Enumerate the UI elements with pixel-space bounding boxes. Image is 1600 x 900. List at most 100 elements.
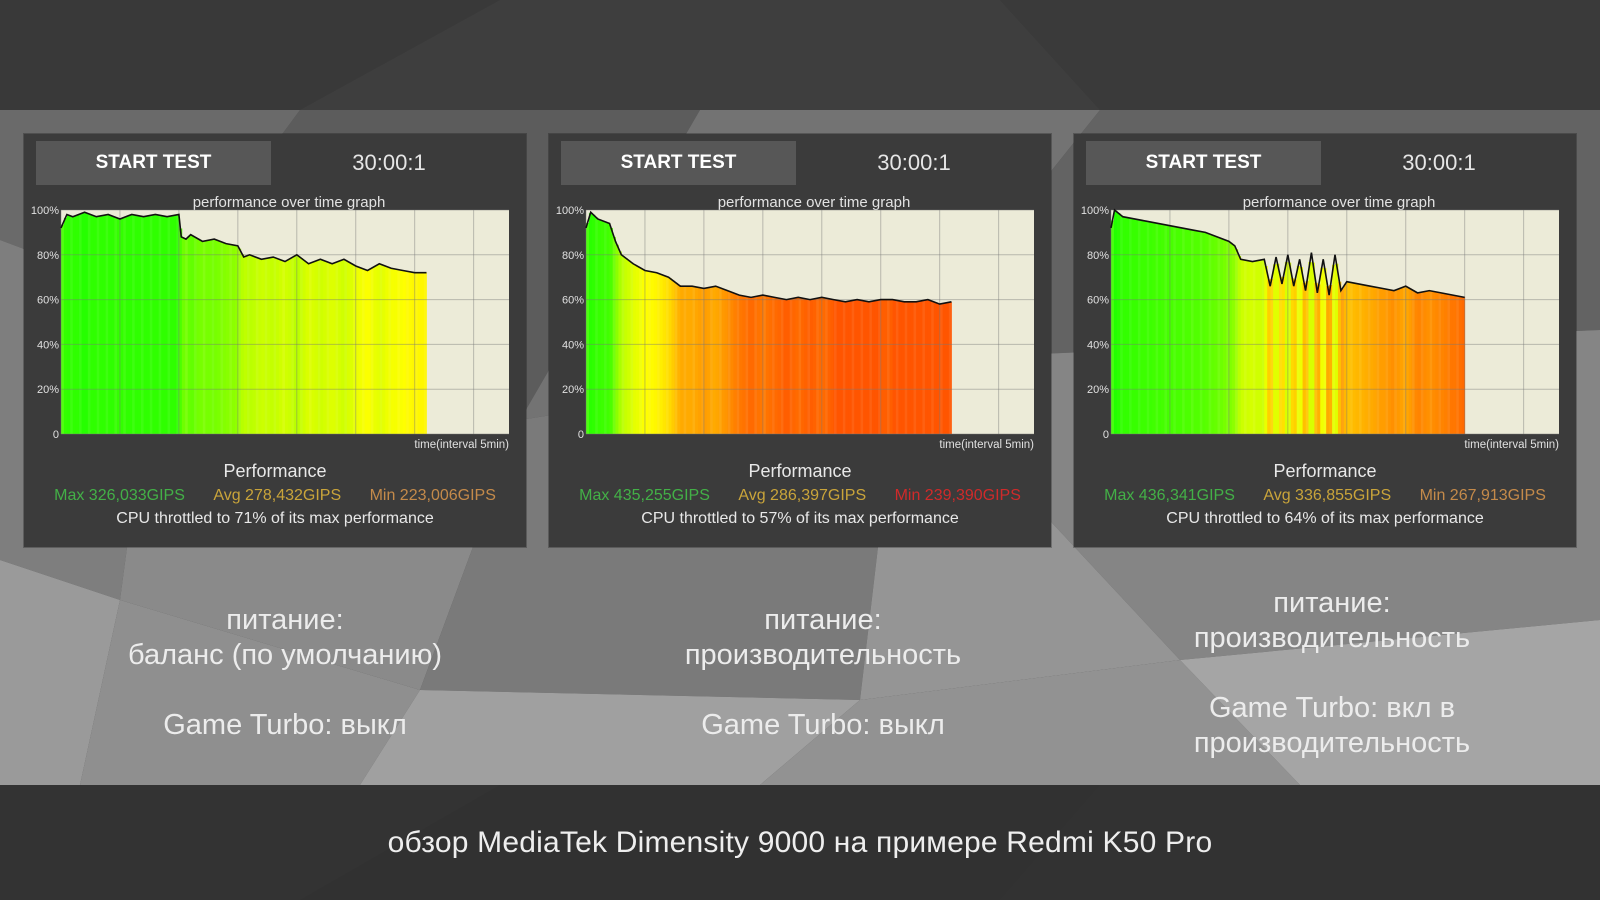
performance-bar	[1349, 282, 1354, 434]
performance-bar	[695, 287, 699, 434]
performance-bar	[1314, 282, 1318, 434]
performance-bar	[730, 292, 734, 434]
performance-bar	[1161, 224, 1165, 434]
performance-bar	[591, 214, 596, 434]
performance-bar	[379, 264, 383, 434]
performance-bar	[777, 298, 781, 434]
performance-bar	[642, 269, 646, 434]
performance-bar	[936, 303, 941, 434]
performance-bar	[615, 244, 619, 434]
performance-bar	[1329, 285, 1333, 434]
performance-bar	[927, 300, 932, 434]
performance-bar	[205, 240, 209, 434]
timer: 30:00:1	[877, 150, 951, 175]
performance-graph: 0 20% 40% 60% 80% 100% time(interval 5min)	[31, 205, 509, 451]
performance-bar	[193, 237, 197, 434]
performance-bar	[285, 260, 289, 434]
caption-line: питание:	[764, 604, 882, 636]
performance-bar	[1438, 292, 1442, 434]
performance-bar	[724, 290, 728, 434]
benchmark-panel-2: START TEST 30:00:1 performance over time…	[549, 134, 1051, 547]
performance-bar	[1414, 292, 1418, 434]
performance-bar	[1408, 288, 1413, 434]
performance-bar	[90, 215, 94, 434]
caption-line: производительность	[1193, 622, 1471, 654]
performance-bar	[1246, 260, 1250, 434]
y-tick-label: 40%	[562, 339, 584, 351]
performance-bar	[594, 217, 599, 434]
performance-bar	[647, 271, 652, 434]
performance-bar	[1234, 249, 1239, 434]
performance-bar	[411, 272, 416, 434]
performance-bar	[874, 300, 879, 434]
performance-bar	[1240, 259, 1245, 434]
start-test-button[interactable]: START TEST	[36, 141, 271, 185]
performance-bar	[320, 259, 324, 434]
y-tick-label: 20%	[562, 384, 584, 396]
performance-bar	[296, 255, 301, 434]
performance-bar	[376, 264, 380, 434]
performance-bar	[196, 238, 200, 434]
performance-bar	[385, 266, 389, 434]
performance-bar	[1335, 263, 1339, 434]
performance-bar	[1352, 283, 1357, 434]
performance-bar	[795, 297, 799, 434]
performance-bar	[815, 298, 820, 434]
performance-bar	[349, 263, 354, 434]
timer: 30:00:1	[352, 150, 426, 175]
performance-bar	[1255, 260, 1259, 434]
performance-bar	[910, 301, 914, 434]
performance-bar	[1293, 279, 1298, 434]
performance-bar	[692, 286, 696, 434]
performance-bar	[715, 286, 720, 434]
performance-bar	[102, 215, 106, 434]
throttle-text: CPU throttled to 57% of its max performa…	[641, 510, 959, 527]
performance-bar	[1420, 292, 1424, 434]
performance-bar	[402, 270, 407, 434]
performance-bar	[226, 243, 230, 434]
performance-bar	[355, 266, 360, 434]
y-tick-label: 60%	[37, 295, 59, 307]
performance-bar	[848, 301, 852, 434]
performance-bar	[603, 221, 608, 434]
y-tick-label: 60%	[562, 295, 584, 307]
performance-bar	[317, 259, 321, 434]
performance-bar	[282, 260, 286, 434]
performance-bar	[1152, 222, 1156, 434]
performance-bar	[1423, 291, 1427, 434]
throttle-text: CPU throttled to 71% of its max performa…	[116, 510, 434, 527]
performance-bar	[270, 257, 274, 434]
performance-bar	[1111, 220, 1115, 434]
benchmark-panel-1: START TEST 30:00:1 performance over time…	[24, 134, 526, 547]
caption-gap	[563, 673, 1083, 708]
performance-bar	[636, 266, 640, 434]
y-tick-label: 80%	[562, 250, 584, 262]
performance-bar	[122, 217, 127, 434]
performance-bar	[234, 245, 239, 434]
performance-bar	[810, 299, 814, 434]
performance-bar	[170, 215, 174, 434]
performance-bar	[621, 255, 625, 434]
performance-stats: Max 326,033GIPS Avg 278,432GIPS Min 223,…	[24, 487, 526, 505]
performance-bar	[420, 272, 424, 434]
caption-line: питание:	[1273, 587, 1391, 619]
performance-bar	[1252, 261, 1256, 434]
performance-bar	[408, 271, 413, 434]
y-tick-label: 0	[1103, 429, 1109, 441]
performance-bar	[1137, 219, 1141, 434]
performance-bar	[237, 248, 242, 434]
performance-bar	[388, 267, 392, 434]
performance-bar	[117, 218, 121, 434]
performance-bar	[789, 298, 793, 434]
performance-bar	[78, 213, 83, 434]
y-tick-label: 100%	[556, 205, 584, 217]
start-test-button[interactable]: START TEST	[561, 141, 796, 185]
y-tick-label: 20%	[37, 384, 59, 396]
performance-bar	[597, 219, 602, 434]
start-test-button[interactable]: START TEST	[1086, 141, 1321, 185]
min-value: Min 267,913GIPS	[1419, 487, 1546, 504]
performance-bar	[158, 215, 162, 434]
performance-bar	[892, 299, 896, 434]
performance-bar	[1388, 289, 1392, 434]
performance-bar	[1417, 292, 1421, 434]
